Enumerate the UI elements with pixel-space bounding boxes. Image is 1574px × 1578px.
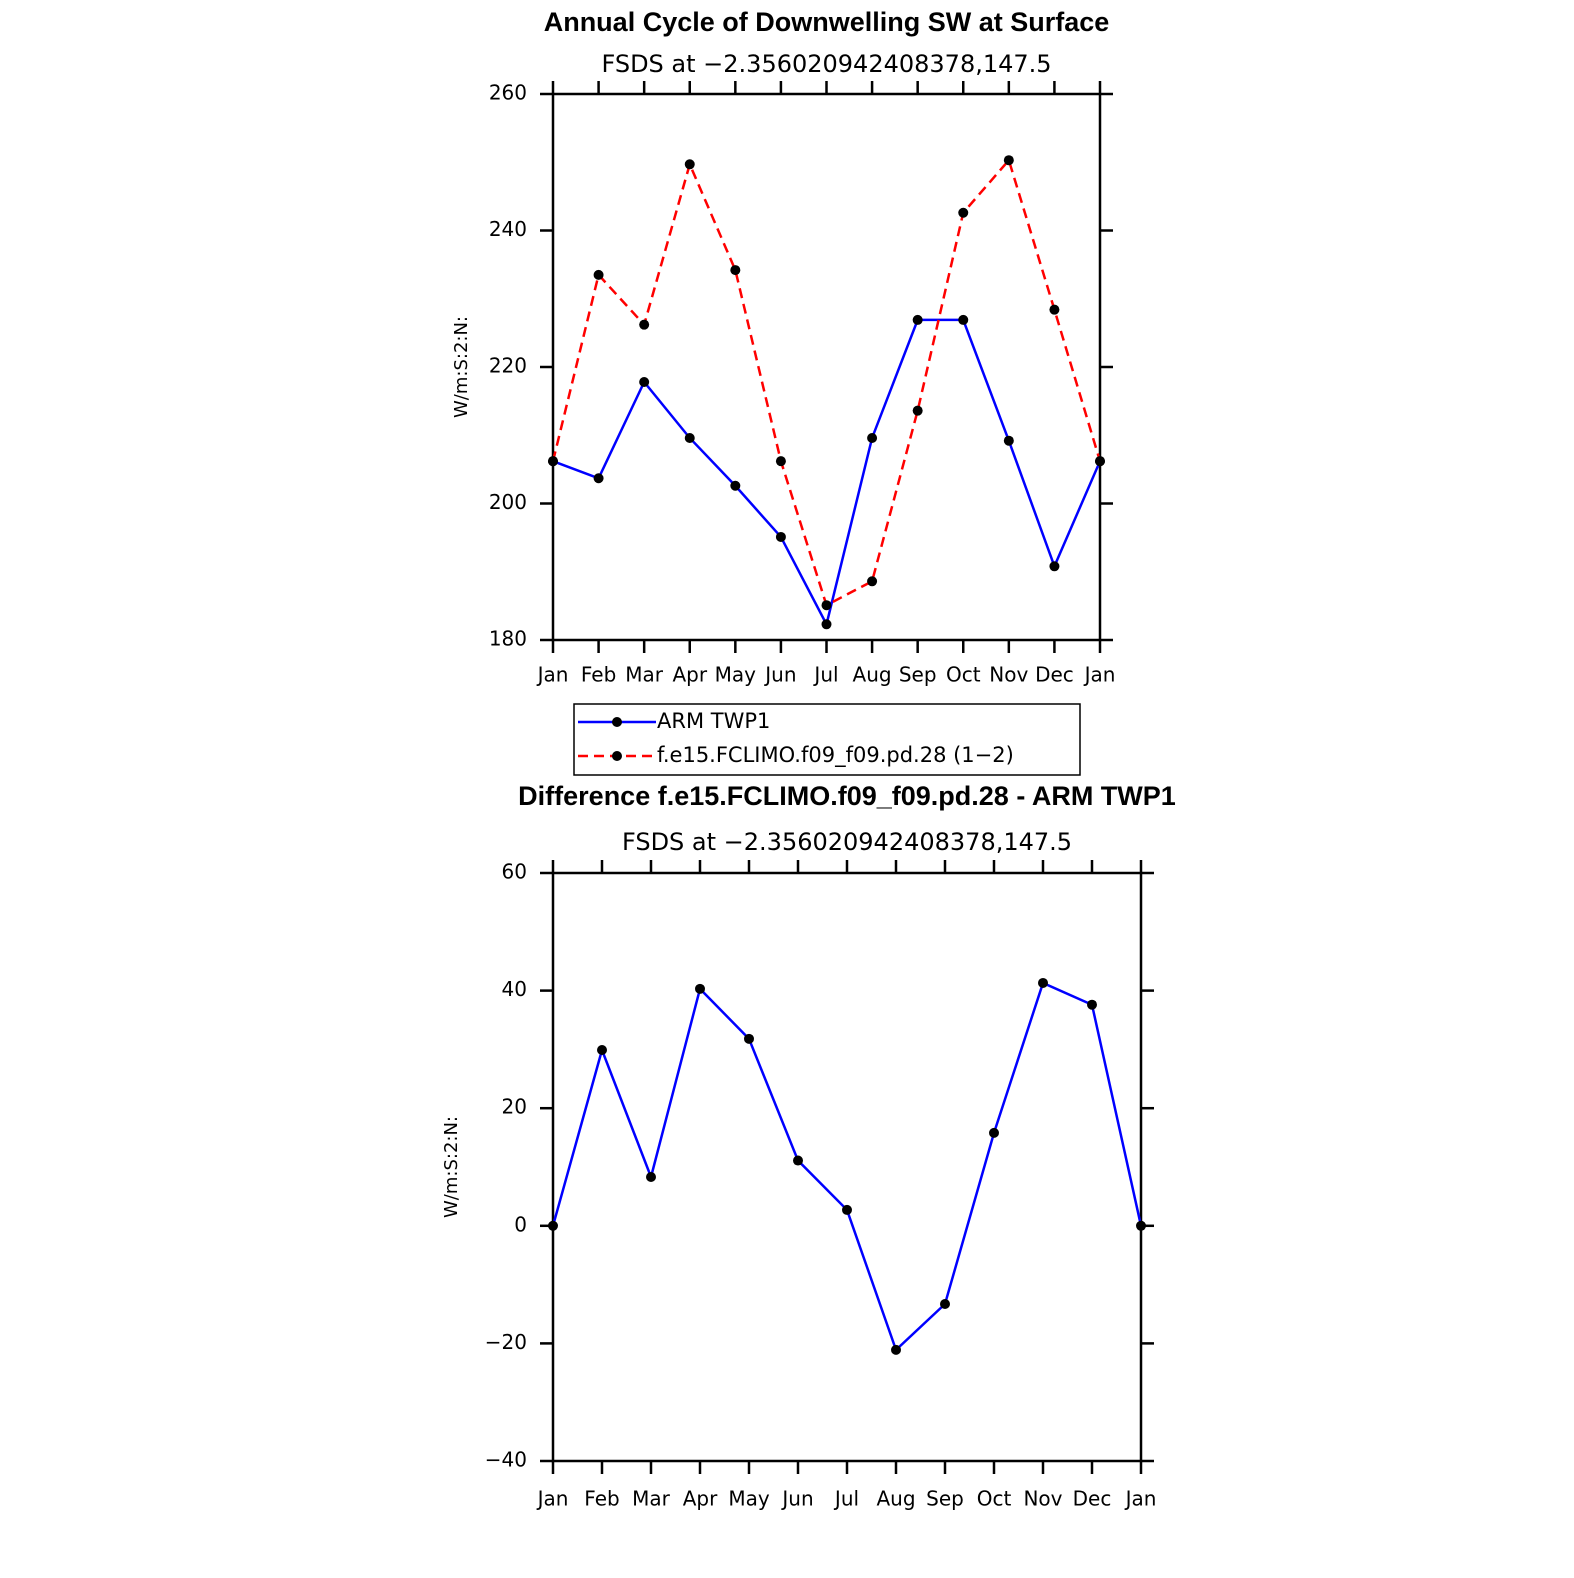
data-point — [958, 207, 969, 218]
data-point — [1136, 1220, 1146, 1231]
data-point — [730, 480, 741, 491]
data-point — [775, 531, 786, 542]
x-tick-label: Nov — [1023, 1487, 1062, 1511]
chart-subtitle: FSDS at −2.356020942408378,147.5 — [622, 828, 1072, 856]
x-tick-label: Oct — [946, 663, 981, 687]
x-tick-label: Aug — [876, 1487, 915, 1511]
x-tick-label: Jan — [536, 663, 569, 687]
chart-title: Difference f.e15.FCLIMO.f09_f09.pd.28 - … — [518, 781, 1176, 811]
data-point — [1087, 999, 1097, 1010]
x-tick-label: Jun — [763, 663, 796, 687]
chart-title: Annual Cycle of Downwelling SW at Surfac… — [544, 7, 1110, 37]
y-tick-label: −40 — [485, 1448, 527, 1472]
data-point — [867, 432, 878, 443]
data-point — [695, 983, 705, 994]
data-point — [744, 1033, 754, 1044]
y-axis-label: W/m:S:2:N: — [451, 316, 472, 418]
data-point — [891, 1344, 901, 1355]
data-point — [1095, 456, 1105, 467]
data-point — [793, 1155, 803, 1166]
x-tick-label: Aug — [853, 663, 892, 687]
data-point — [940, 1299, 950, 1310]
data-point — [958, 314, 969, 325]
x-tick-label: Jan — [536, 1487, 569, 1511]
data-point — [1003, 155, 1014, 166]
y-tick-label: 200 — [489, 490, 527, 514]
data-point — [593, 269, 604, 280]
data-point — [593, 473, 604, 484]
chart-subtitle: FSDS at −2.356020942408378,147.5 — [601, 50, 1051, 78]
y-tick-label: 260 — [489, 81, 527, 105]
plot-frame — [551, 92, 1102, 642]
x-tick-label: Jun — [780, 1487, 813, 1511]
legend-marker — [612, 751, 622, 761]
data-point — [1038, 977, 1048, 988]
y-tick-label: 40 — [502, 977, 527, 1001]
legend-marker — [612, 717, 622, 727]
data-point — [548, 1220, 558, 1231]
data-point — [646, 1171, 656, 1182]
y-tick-label: 220 — [489, 354, 527, 378]
x-tick-label: Oct — [977, 1487, 1012, 1511]
data-point — [842, 1204, 852, 1215]
data-point — [1049, 304, 1060, 315]
data-point — [867, 576, 878, 587]
x-tick-label: Mar — [625, 663, 664, 687]
x-tick-label: Mar — [632, 1487, 671, 1511]
data-point — [989, 1127, 999, 1138]
legend-label: f.e15.FCLIMO.f09_f09.pd.28 (1−2) — [657, 743, 1014, 768]
data-point — [1003, 435, 1014, 446]
x-tick-label: Jul — [833, 1487, 859, 1511]
y-tick-label: 240 — [489, 217, 527, 241]
data-point — [821, 600, 832, 611]
data-point — [912, 314, 923, 325]
x-tick-label: Jan — [1124, 1487, 1157, 1511]
data-point — [730, 265, 741, 276]
x-tick-label: Nov — [989, 663, 1028, 687]
plot-frame — [551, 871, 1143, 1463]
series-line — [551, 157, 1102, 607]
data-point — [912, 405, 923, 416]
x-tick-label: Jul — [812, 663, 838, 687]
x-tick-label: Feb — [584, 1487, 619, 1511]
x-tick-label: May — [715, 663, 757, 687]
y-axis-label: W/m:S:2:N: — [441, 1116, 462, 1218]
x-tick-label: May — [728, 1487, 770, 1511]
x-tick-label: Feb — [581, 663, 616, 687]
data-point — [1049, 561, 1060, 572]
series-line — [551, 981, 1143, 1353]
legend-label: ARM TWP1 — [657, 709, 770, 733]
data-point — [639, 377, 650, 388]
series-line — [552, 318, 1102, 628]
data-point — [684, 432, 695, 443]
x-tick-label: Apr — [672, 663, 707, 687]
x-tick-label: Jan — [1083, 663, 1116, 687]
data-point — [684, 159, 695, 170]
data-point — [639, 319, 650, 330]
x-tick-label: Apr — [683, 1487, 718, 1511]
data-point — [548, 456, 558, 467]
y-tick-label: 0 — [514, 1212, 527, 1236]
legend-box — [573, 703, 1081, 776]
data-point — [821, 619, 832, 630]
data-point — [597, 1044, 607, 1055]
y-tick-label: 60 — [502, 860, 527, 884]
y-tick-label: −20 — [485, 1330, 527, 1354]
x-tick-label: Dec — [1035, 663, 1074, 687]
x-tick-label: Sep — [899, 663, 937, 687]
y-tick-label: 180 — [489, 627, 527, 651]
y-tick-label: 20 — [502, 1095, 527, 1119]
x-tick-label: Sep — [926, 1487, 964, 1511]
x-tick-label: Dec — [1073, 1487, 1112, 1511]
data-point — [775, 456, 786, 467]
